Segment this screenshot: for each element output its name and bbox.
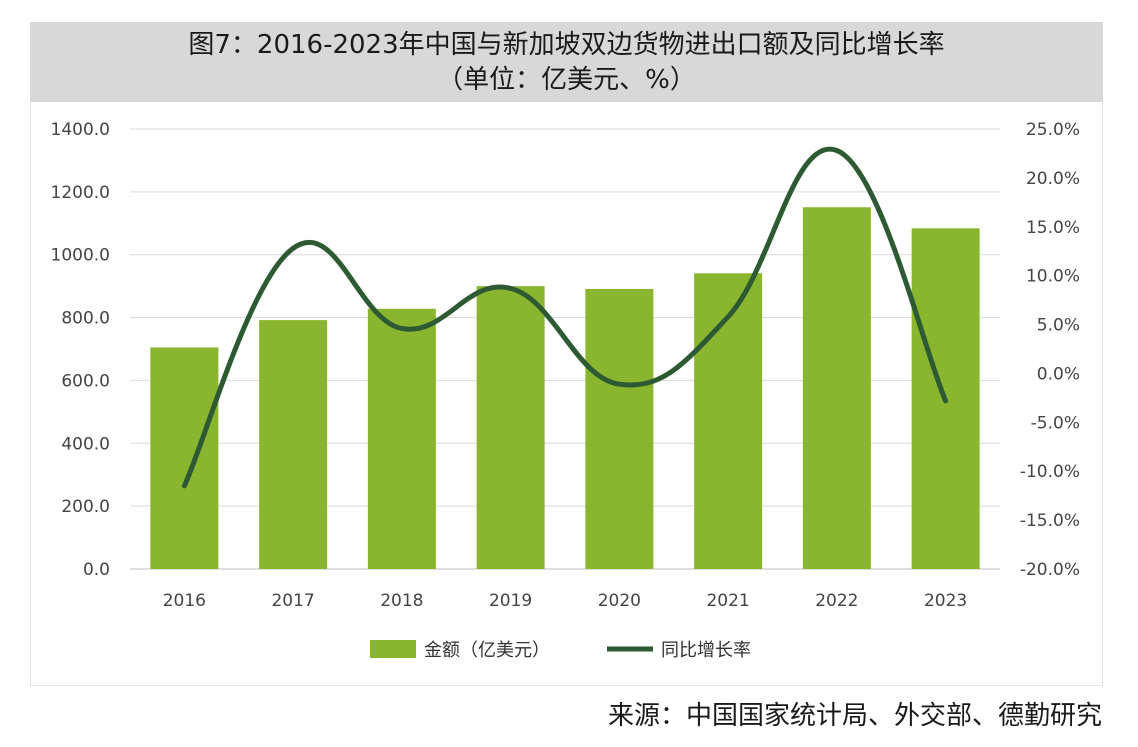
y-left-tick-label: 200.0: [61, 497, 110, 517]
bar-2017: [259, 320, 328, 569]
left-axis: 0.0 200.0 400.0 600.0 800.0 1000.0 1200.0 1400.…: [51, 120, 110, 580]
y-right-tick-label: -20.0%: [1020, 560, 1080, 580]
y-left-tick-label: 800.0: [61, 309, 110, 329]
y-left-tick-label: 600.0: [61, 371, 110, 391]
x-tick-label: 2019: [489, 591, 532, 611]
x-axis: 2016 2017 2018 2019 2020 2021 2022 2023: [163, 591, 968, 611]
legend: 金额（亿美元） 同比增长率: [370, 640, 751, 661]
bar-2019: [476, 286, 545, 569]
y-right-tick-label: -10.0%: [1020, 462, 1080, 482]
y-right-tick-label: -15.0%: [1020, 511, 1080, 531]
y-left-tick-label: 400.0: [61, 434, 110, 454]
x-tick-label: 2020: [598, 591, 641, 611]
x-tick-label: 2021: [706, 591, 749, 611]
y-right-tick-label: 20.0%: [1026, 169, 1080, 189]
bar-2016: [150, 347, 219, 569]
legend-swatch-bar: [370, 640, 416, 658]
y-left-tick-label: 0.0: [83, 560, 110, 580]
bar-2021: [694, 273, 763, 569]
x-tick-label: 2017: [271, 591, 314, 611]
y-right-tick-label: 0.0%: [1037, 364, 1080, 384]
chart-title: 图7：2016-2023年中国与新加坡双边货物进出口额及同比增长率: [188, 30, 945, 60]
x-tick-label: 2022: [815, 591, 858, 611]
legend-label-line: 同比增长率: [661, 640, 751, 661]
y-right-tick-label: -5.0%: [1031, 413, 1080, 433]
y-right-tick-label: 5.0%: [1037, 316, 1080, 336]
y-right-tick-label: 10.0%: [1026, 267, 1080, 287]
chart-title-bar: 图7：2016-2023年中国与新加坡双边货物进出口额及同比增长率 （单位：亿美…: [30, 22, 1103, 102]
bar-line-chart: 0.0 200.0 400.0 600.0 800.0 1000.0 1200.0 1400.…: [51, 120, 1080, 661]
y-right-tick-label: 15.0%: [1026, 218, 1080, 238]
y-left-tick-label: 1400.0: [51, 120, 110, 140]
y-right-tick-label: 25.0%: [1026, 120, 1080, 140]
bars: [150, 207, 980, 570]
bar-2022: [802, 207, 871, 569]
y-left-tick-label: 1000.0: [51, 246, 110, 266]
bar-2018: [367, 308, 436, 569]
growth-line: [181, 146, 949, 489]
y-left-tick-label: 1200.0: [51, 183, 110, 203]
x-tick-label: 2018: [380, 591, 423, 611]
x-tick-label: 2016: [163, 591, 206, 611]
right-axis: -20.0% -15.0% -10.0% -5.0% 0.0% 5.0% 10.0% 15.0…: [1020, 120, 1080, 580]
bar-2020: [585, 288, 654, 569]
x-tick-label: 2023: [924, 591, 967, 611]
chart-subtitle: （单位：亿美元、%）: [437, 65, 696, 95]
source-note: 来源：中国国家统计局、外交部、德勤研究: [607, 701, 1102, 731]
legend-label-bar: 金额（亿美元）: [424, 640, 550, 661]
